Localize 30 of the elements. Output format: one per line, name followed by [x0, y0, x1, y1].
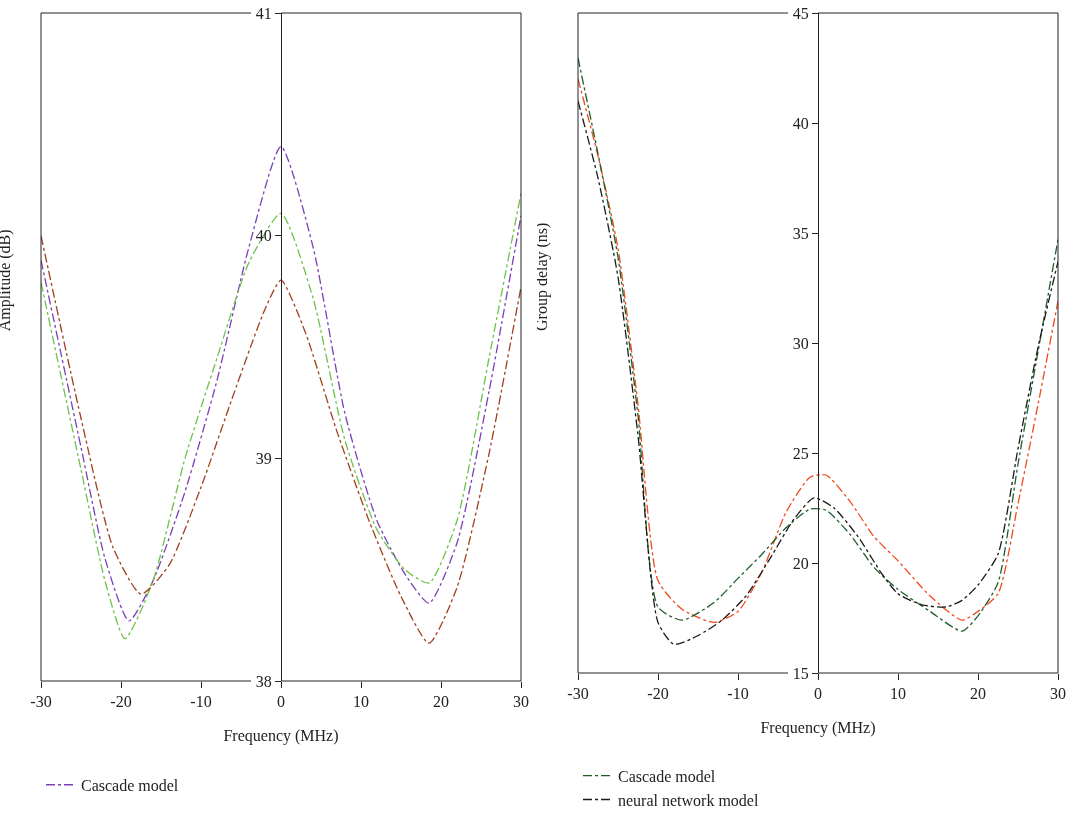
y-tick-label: 35	[792, 224, 809, 242]
x-tick-label: 0	[814, 685, 822, 703]
y-tick-label: 39	[255, 449, 272, 467]
y-tick-label: 40	[792, 114, 809, 132]
x-axis-title: Frequency (MHz)	[223, 726, 339, 745]
x-tick-label: -30	[30, 693, 52, 711]
y-tick-label: 41	[255, 4, 272, 22]
x-tick-label: 10	[890, 685, 906, 703]
x-tick-label: 0	[277, 693, 285, 711]
x-tick-label: -10	[727, 685, 749, 703]
x-axis-title: Frequency (MHz)	[760, 718, 876, 737]
x-tick-label: 20	[970, 685, 986, 703]
x-tick-label: 20	[433, 693, 449, 711]
y-tick-label: 20	[792, 554, 809, 572]
y-tick-label: 45	[792, 4, 809, 22]
x-tick-label: -10	[190, 693, 212, 711]
y-tick-label: 30	[792, 334, 809, 352]
x-tick-label: -20	[110, 693, 132, 711]
legend-label: Cascade model	[618, 767, 716, 785]
legend-label: neural network model	[618, 791, 759, 809]
y-tick-label: 25	[792, 444, 809, 462]
legend-label: Cascade model	[81, 776, 179, 794]
x-tick-label: -30	[567, 685, 589, 703]
y-tick-label: 15	[792, 664, 809, 682]
x-tick-label: 30	[513, 693, 529, 711]
x-tick-label: -20	[647, 685, 669, 703]
x-tick-label: 30	[1050, 685, 1066, 703]
y-tick-label: 40	[255, 227, 272, 245]
y-tick-label: 38	[255, 672, 272, 690]
x-tick-label: 10	[353, 693, 369, 711]
